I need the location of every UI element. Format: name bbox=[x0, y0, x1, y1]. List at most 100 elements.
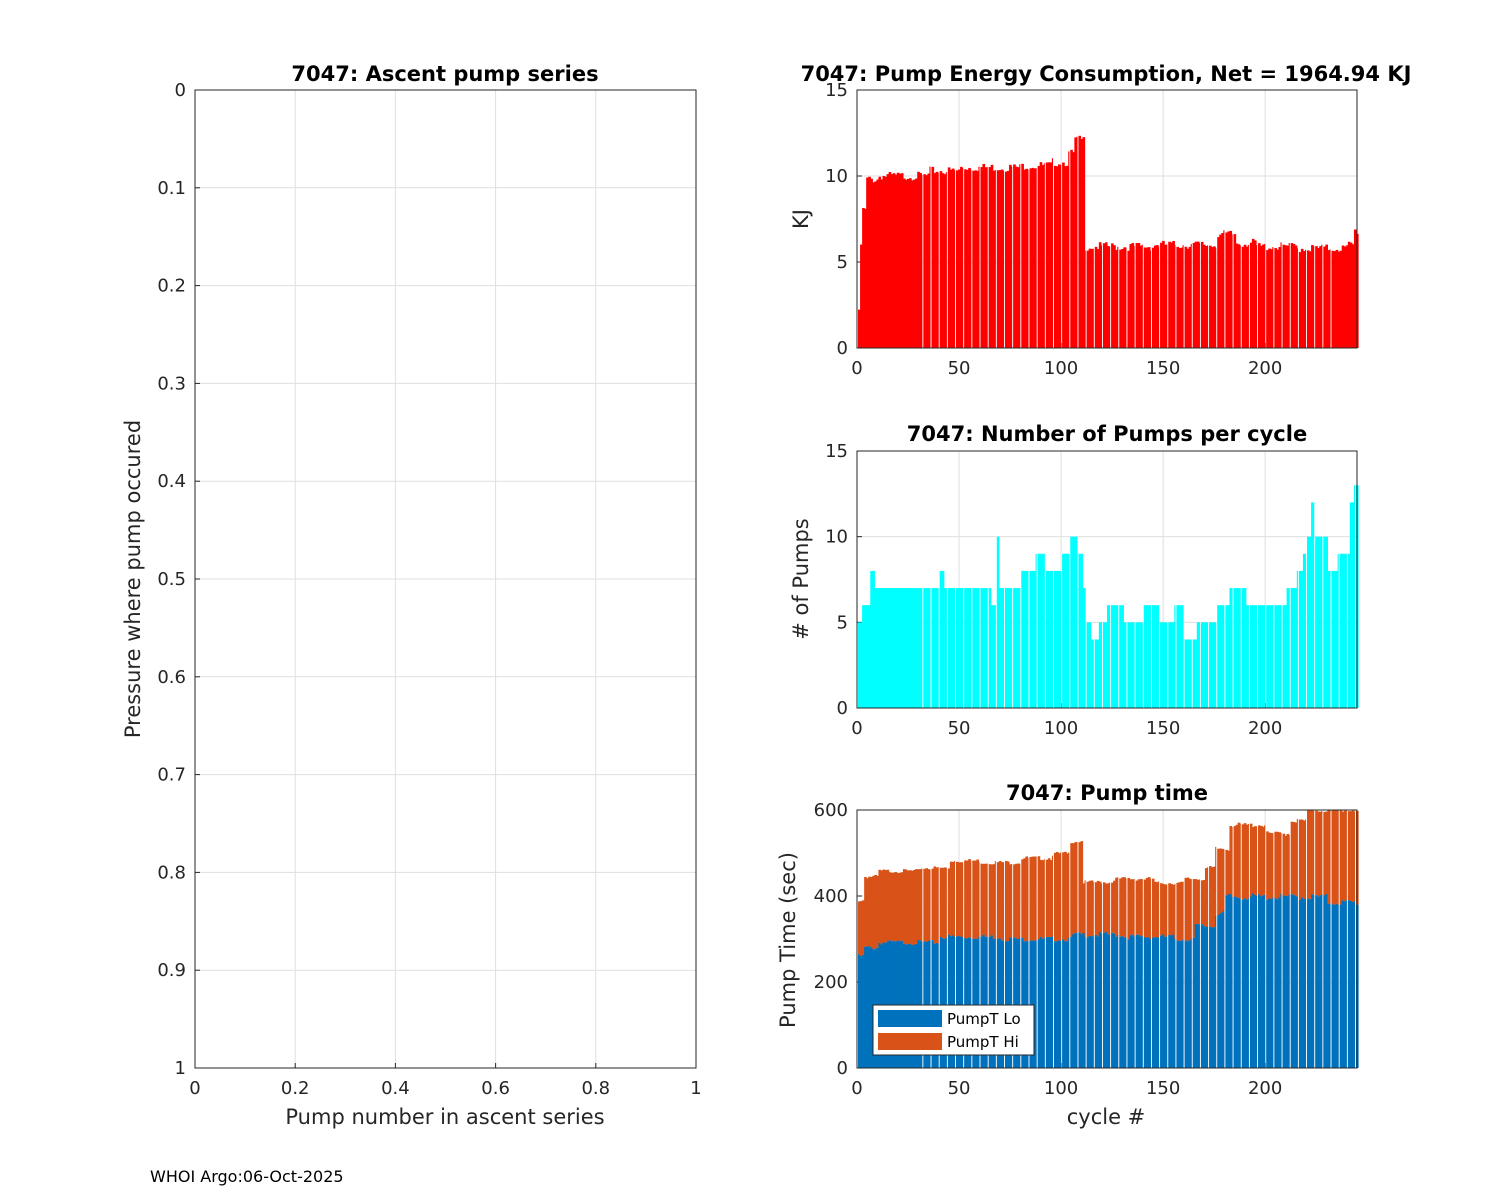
energy-bar bbox=[921, 174, 923, 348]
pump-count-bar bbox=[1139, 622, 1143, 708]
pumpt-lo-bar bbox=[1031, 940, 1035, 1068]
pump-count-bar bbox=[868, 605, 871, 708]
pumpt-lo-bar bbox=[1192, 937, 1196, 1068]
pump-count-bar bbox=[992, 605, 996, 708]
pumpt-hi-bar bbox=[1233, 826, 1237, 897]
energy-bar bbox=[886, 174, 890, 348]
pumpt-lo-bar bbox=[1190, 938, 1192, 1068]
y-axis-label: Pump Time (sec) bbox=[776, 852, 800, 1028]
energy-bar bbox=[874, 181, 877, 348]
pump-count-bars bbox=[858, 485, 1359, 708]
pumpt-hi-bar bbox=[1088, 880, 1092, 937]
pumpt-hi-bar bbox=[1186, 877, 1190, 942]
pumpt-hi-bar bbox=[1345, 810, 1347, 901]
pump-count-bar bbox=[1129, 622, 1133, 708]
pump-count-bar bbox=[1253, 605, 1257, 708]
pumpt-hi-bar bbox=[1133, 879, 1135, 937]
pumpt-lo-bar bbox=[1045, 937, 1049, 1068]
pumpt-hi-bar bbox=[1241, 824, 1245, 900]
energy-bar bbox=[1337, 251, 1341, 348]
pumpt-lo-bar bbox=[998, 938, 1002, 1068]
energy-bar bbox=[1115, 249, 1118, 348]
energy-bar bbox=[927, 173, 931, 348]
energy-bar bbox=[1223, 230, 1225, 348]
pumpt-hi-bar bbox=[1260, 825, 1263, 897]
pumpt-hi-bar bbox=[1086, 881, 1090, 938]
pumpt-hi-bar bbox=[986, 863, 988, 937]
pumpt-lo-bar bbox=[1166, 936, 1168, 1068]
pumpt-lo-bar bbox=[1333, 904, 1337, 1068]
pump-count-bar bbox=[902, 588, 906, 708]
energy-bar bbox=[1170, 242, 1173, 348]
pumpt-lo-bar bbox=[1251, 893, 1255, 1068]
pump-count-bar bbox=[982, 588, 986, 708]
pumpt-lo-bar bbox=[1186, 941, 1190, 1068]
pumpt-hi-bar bbox=[1031, 856, 1035, 941]
pump-count-bar bbox=[1219, 605, 1222, 708]
pump-count-bar bbox=[1329, 570, 1331, 708]
x-tick-label: 100 bbox=[1044, 1078, 1078, 1099]
pumpt-hi-bar bbox=[951, 861, 955, 936]
energy-bar bbox=[1080, 138, 1084, 348]
energy-bar bbox=[1290, 243, 1294, 348]
energy-bar bbox=[1162, 240, 1165, 348]
pump-count-bar bbox=[1070, 536, 1073, 708]
y-tick-labels: 0 5 10 15 bbox=[825, 441, 848, 719]
pumpt-lo-bar bbox=[1090, 936, 1094, 1068]
y-axis-label: KJ bbox=[789, 209, 813, 229]
pumpt-lo-bar bbox=[1015, 938, 1018, 1068]
y-tick-label: 0.9 bbox=[157, 960, 186, 981]
energy-bar bbox=[1335, 249, 1339, 348]
energy-bar bbox=[868, 176, 871, 348]
pumpt-lo-bar bbox=[1307, 898, 1310, 1068]
pumpt-hi-bar bbox=[1339, 810, 1343, 905]
pumpt-hi-bar bbox=[1202, 879, 1206, 927]
pump-count-bar bbox=[894, 588, 898, 708]
energy-bar bbox=[1264, 244, 1266, 348]
energy-bar bbox=[917, 171, 920, 348]
pumpt-lo-bar bbox=[1058, 940, 1061, 1068]
energy-bar bbox=[1011, 166, 1013, 348]
pumpt-lo-bar bbox=[1258, 894, 1261, 1068]
pumpt-lo-bar bbox=[1062, 939, 1065, 1068]
pumpt-lo-bar bbox=[1353, 901, 1356, 1068]
pumpt-lo-bar bbox=[1351, 902, 1355, 1068]
pumpt-hi-bar bbox=[1229, 825, 1233, 895]
pump-count-bar bbox=[1102, 622, 1106, 708]
x-tick-labels: 0 50 100 150 200 bbox=[851, 358, 1282, 379]
pumpt-lo-bar bbox=[1317, 896, 1320, 1068]
pumpt-hi-bar bbox=[1251, 827, 1255, 894]
pump-count-bar bbox=[968, 588, 971, 708]
pumpt-lo-bar bbox=[949, 936, 953, 1068]
pumpt-hi-bar bbox=[933, 866, 937, 944]
energy-bar bbox=[1300, 248, 1304, 348]
pumpt-lo-bar bbox=[1053, 941, 1057, 1068]
pump-count-bar bbox=[1062, 553, 1065, 708]
pumpt-hi-bar bbox=[1209, 866, 1212, 927]
pumpt-hi-bar bbox=[896, 873, 900, 941]
pumpt-hi-bar bbox=[1055, 851, 1059, 942]
pumpt-hi-bar bbox=[994, 861, 996, 939]
energy-bar bbox=[1098, 242, 1102, 348]
pumpt-lo-bar bbox=[862, 954, 865, 1068]
pumpt-lo-bar bbox=[1335, 903, 1339, 1068]
x-axis-label: cycle # bbox=[1067, 1105, 1146, 1129]
pumpt-hi-bar bbox=[872, 875, 875, 950]
energy-bar bbox=[1190, 244, 1192, 348]
energy-bar bbox=[1184, 246, 1188, 348]
pump-count-bar bbox=[878, 588, 882, 708]
energy-bar bbox=[1002, 170, 1005, 348]
pumpt-lo-bar bbox=[892, 940, 896, 1068]
y-tick-labels: 0 200 400 600 bbox=[814, 800, 848, 1079]
pumpt-lo-bar bbox=[1039, 936, 1043, 1068]
pumpt-hi-bar bbox=[921, 868, 923, 942]
pumpt-lo-bar bbox=[1325, 893, 1329, 1068]
pump-count-bar bbox=[1133, 622, 1135, 708]
pump-count-bar bbox=[1272, 605, 1274, 708]
pump-count-bar bbox=[1258, 605, 1261, 708]
pump-count-bar bbox=[1162, 622, 1165, 708]
energy-bar bbox=[1068, 151, 1070, 348]
pumpt-lo-bar bbox=[978, 936, 980, 1068]
pumpt-lo-bar bbox=[1349, 900, 1353, 1068]
energy-bar bbox=[937, 172, 939, 348]
